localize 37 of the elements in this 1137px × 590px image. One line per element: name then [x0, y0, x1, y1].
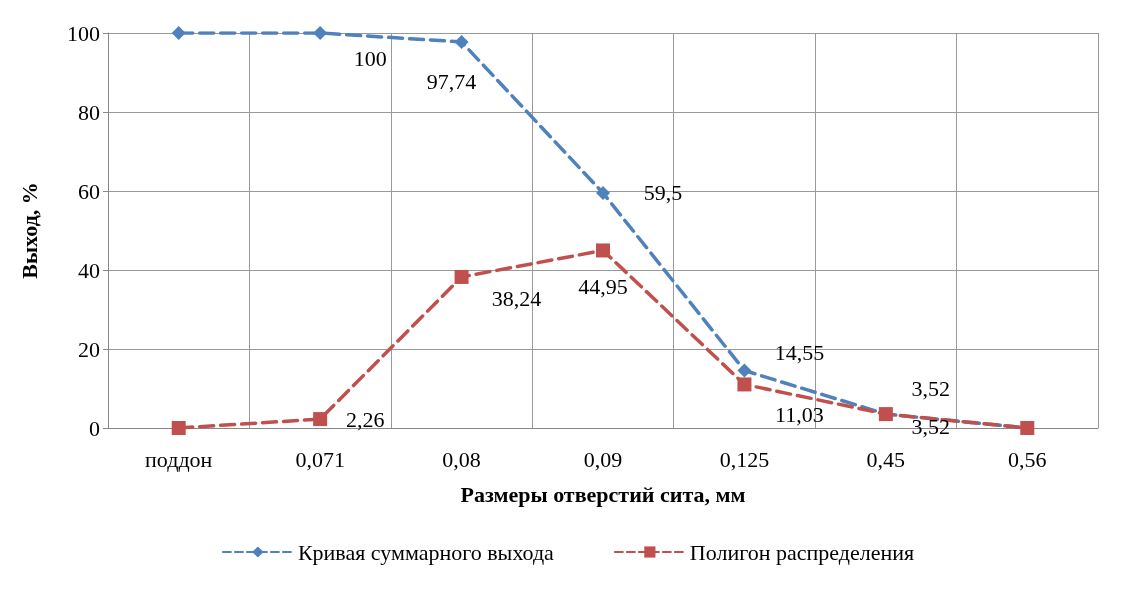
data-label: 11,03	[775, 401, 824, 427]
data-label: 3,52	[911, 413, 951, 439]
x-tick-label: 0,08	[442, 446, 481, 472]
x-tick-label: 0,56	[1008, 446, 1047, 472]
x-tick-label: 0,125	[719, 446, 770, 472]
data-label: 38,24	[491, 286, 542, 312]
legend-label: Кривая суммарного выхода	[297, 539, 555, 565]
x-tick-label: 0,45	[866, 446, 906, 472]
data-label: 3,52	[911, 375, 951, 401]
data-label: 100	[353, 45, 387, 71]
data-label: 44,95	[578, 273, 628, 299]
point	[313, 26, 328, 40]
data-label: 97,74	[426, 69, 477, 95]
y-tick-label: 60	[78, 178, 100, 204]
x-axis-title: Размеры отверстий сита, мм	[460, 481, 746, 507]
point	[737, 377, 752, 392]
x-tick-label: 0,09	[583, 446, 623, 472]
data-label: 59,5	[643, 180, 683, 206]
point	[596, 185, 610, 200]
point	[171, 421, 186, 435]
point	[737, 363, 752, 378]
y-axis-title: Выход, %	[16, 182, 42, 279]
point	[313, 412, 328, 427]
x-tick-label: поддон	[145, 446, 213, 472]
data-label: 2,26	[345, 406, 385, 432]
data-label: 14,55	[774, 340, 825, 366]
y-tick-label: 40	[78, 257, 100, 283]
legend-label: Полигон распределения	[689, 539, 915, 565]
point	[454, 34, 469, 49]
point	[596, 243, 610, 258]
y-tick-label: 20	[78, 336, 100, 362]
y-tick-label: 0	[89, 415, 100, 441]
y-tick-label: 80	[78, 99, 100, 125]
y-tick-label: 100	[67, 20, 100, 46]
x-tick-label: 0,071	[295, 446, 345, 472]
point	[171, 26, 186, 40]
point	[454, 269, 469, 284]
